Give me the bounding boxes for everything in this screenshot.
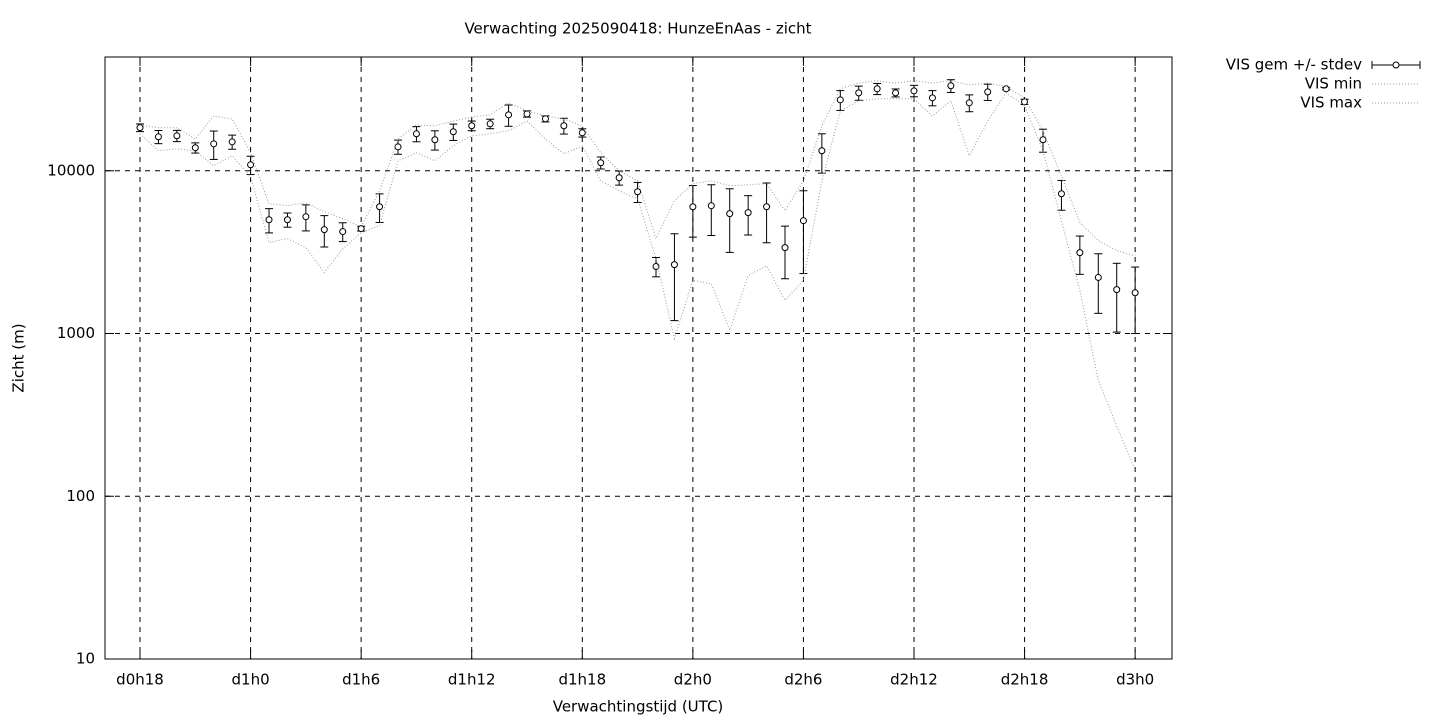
mean-point: [744, 209, 752, 217]
mean-point: [265, 216, 273, 224]
y-tick-label: 10: [76, 650, 95, 668]
legend-label: VIS gem +/- stdev: [1226, 56, 1362, 74]
mean-point: [1131, 289, 1139, 297]
mean-point: [1002, 85, 1010, 93]
y-tick-label: 10000: [47, 161, 95, 179]
mean-point: [505, 111, 513, 119]
mean-point: [431, 136, 439, 144]
mean-point: [1076, 249, 1084, 257]
mean-point: [928, 94, 936, 102]
x-tick-label: d0h18: [116, 671, 164, 689]
x-tick-label: d2h18: [1001, 671, 1049, 689]
range-line: [139, 80, 1136, 257]
mean-point: [394, 143, 402, 151]
mean-point: [855, 89, 863, 97]
mean-point: [560, 122, 568, 130]
plot-frame: [104, 56, 1173, 660]
mean-point: [726, 210, 734, 218]
mean-point: [615, 174, 623, 182]
mean-point: [836, 96, 844, 104]
mean-point: [1113, 286, 1121, 294]
mean-point: [339, 228, 347, 236]
mean-point: [210, 140, 218, 148]
range-line: [139, 92, 1136, 471]
mean-point: [486, 120, 494, 128]
mean-point: [818, 147, 826, 155]
mean-point: [965, 99, 973, 107]
x-tick-label: d1h6: [342, 671, 380, 689]
x-tick-label: d3h0: [1116, 671, 1154, 689]
mean-point: [984, 88, 992, 96]
mean-point: [763, 203, 771, 211]
mean-point: [707, 202, 715, 210]
mean-point: [523, 110, 531, 118]
mean-point: [136, 124, 144, 132]
mean-point: [781, 244, 789, 252]
mean-point: [412, 130, 420, 138]
mean-point: [1094, 273, 1102, 281]
y-tick-label: 100: [66, 487, 95, 505]
chart-title: Verwachting 2025090418: HunzeEnAas - zic…: [464, 20, 811, 38]
y-tick-label: 1000: [57, 324, 95, 342]
mean-point: [597, 159, 605, 167]
x-tick-label: d1h0: [232, 671, 270, 689]
mean-point: [173, 132, 181, 140]
mean-point: [154, 133, 162, 141]
legend-label: VIS max: [1300, 94, 1362, 112]
mean-point: [191, 144, 199, 152]
x-tick-label: d1h18: [558, 671, 606, 689]
mean-point: [302, 213, 310, 221]
mean-point: [247, 161, 255, 169]
mean-point: [320, 226, 328, 234]
x-tick-label: d2h12: [890, 671, 938, 689]
mean-point: [799, 217, 807, 225]
mean-point: [1021, 98, 1029, 106]
mean-point: [670, 261, 678, 269]
y-axis-label: Zicht (m): [10, 323, 28, 392]
legend-label: VIS min: [1305, 75, 1362, 93]
x-axis-label: Verwachtingstijd (UTC): [553, 698, 724, 716]
x-tick-label: d1h12: [448, 671, 496, 689]
mean-point: [357, 225, 365, 233]
mean-point: [1039, 136, 1047, 144]
mean-point: [578, 129, 586, 137]
mean-point: [634, 188, 642, 196]
mean-point: [283, 216, 291, 224]
mean-point: [1057, 190, 1065, 198]
legend-sample: [1392, 61, 1400, 69]
mean-point: [449, 128, 457, 136]
x-tick-label: d2h0: [674, 671, 712, 689]
mean-point: [541, 115, 549, 123]
mean-point: [892, 89, 900, 97]
mean-point: [376, 203, 384, 211]
x-tick-label: d2h6: [784, 671, 822, 689]
mean-point: [228, 138, 236, 146]
mean-point: [873, 85, 881, 93]
mean-point: [689, 203, 697, 211]
mean-point: [947, 82, 955, 90]
mean-point: [468, 122, 476, 130]
mean-point: [910, 87, 918, 95]
